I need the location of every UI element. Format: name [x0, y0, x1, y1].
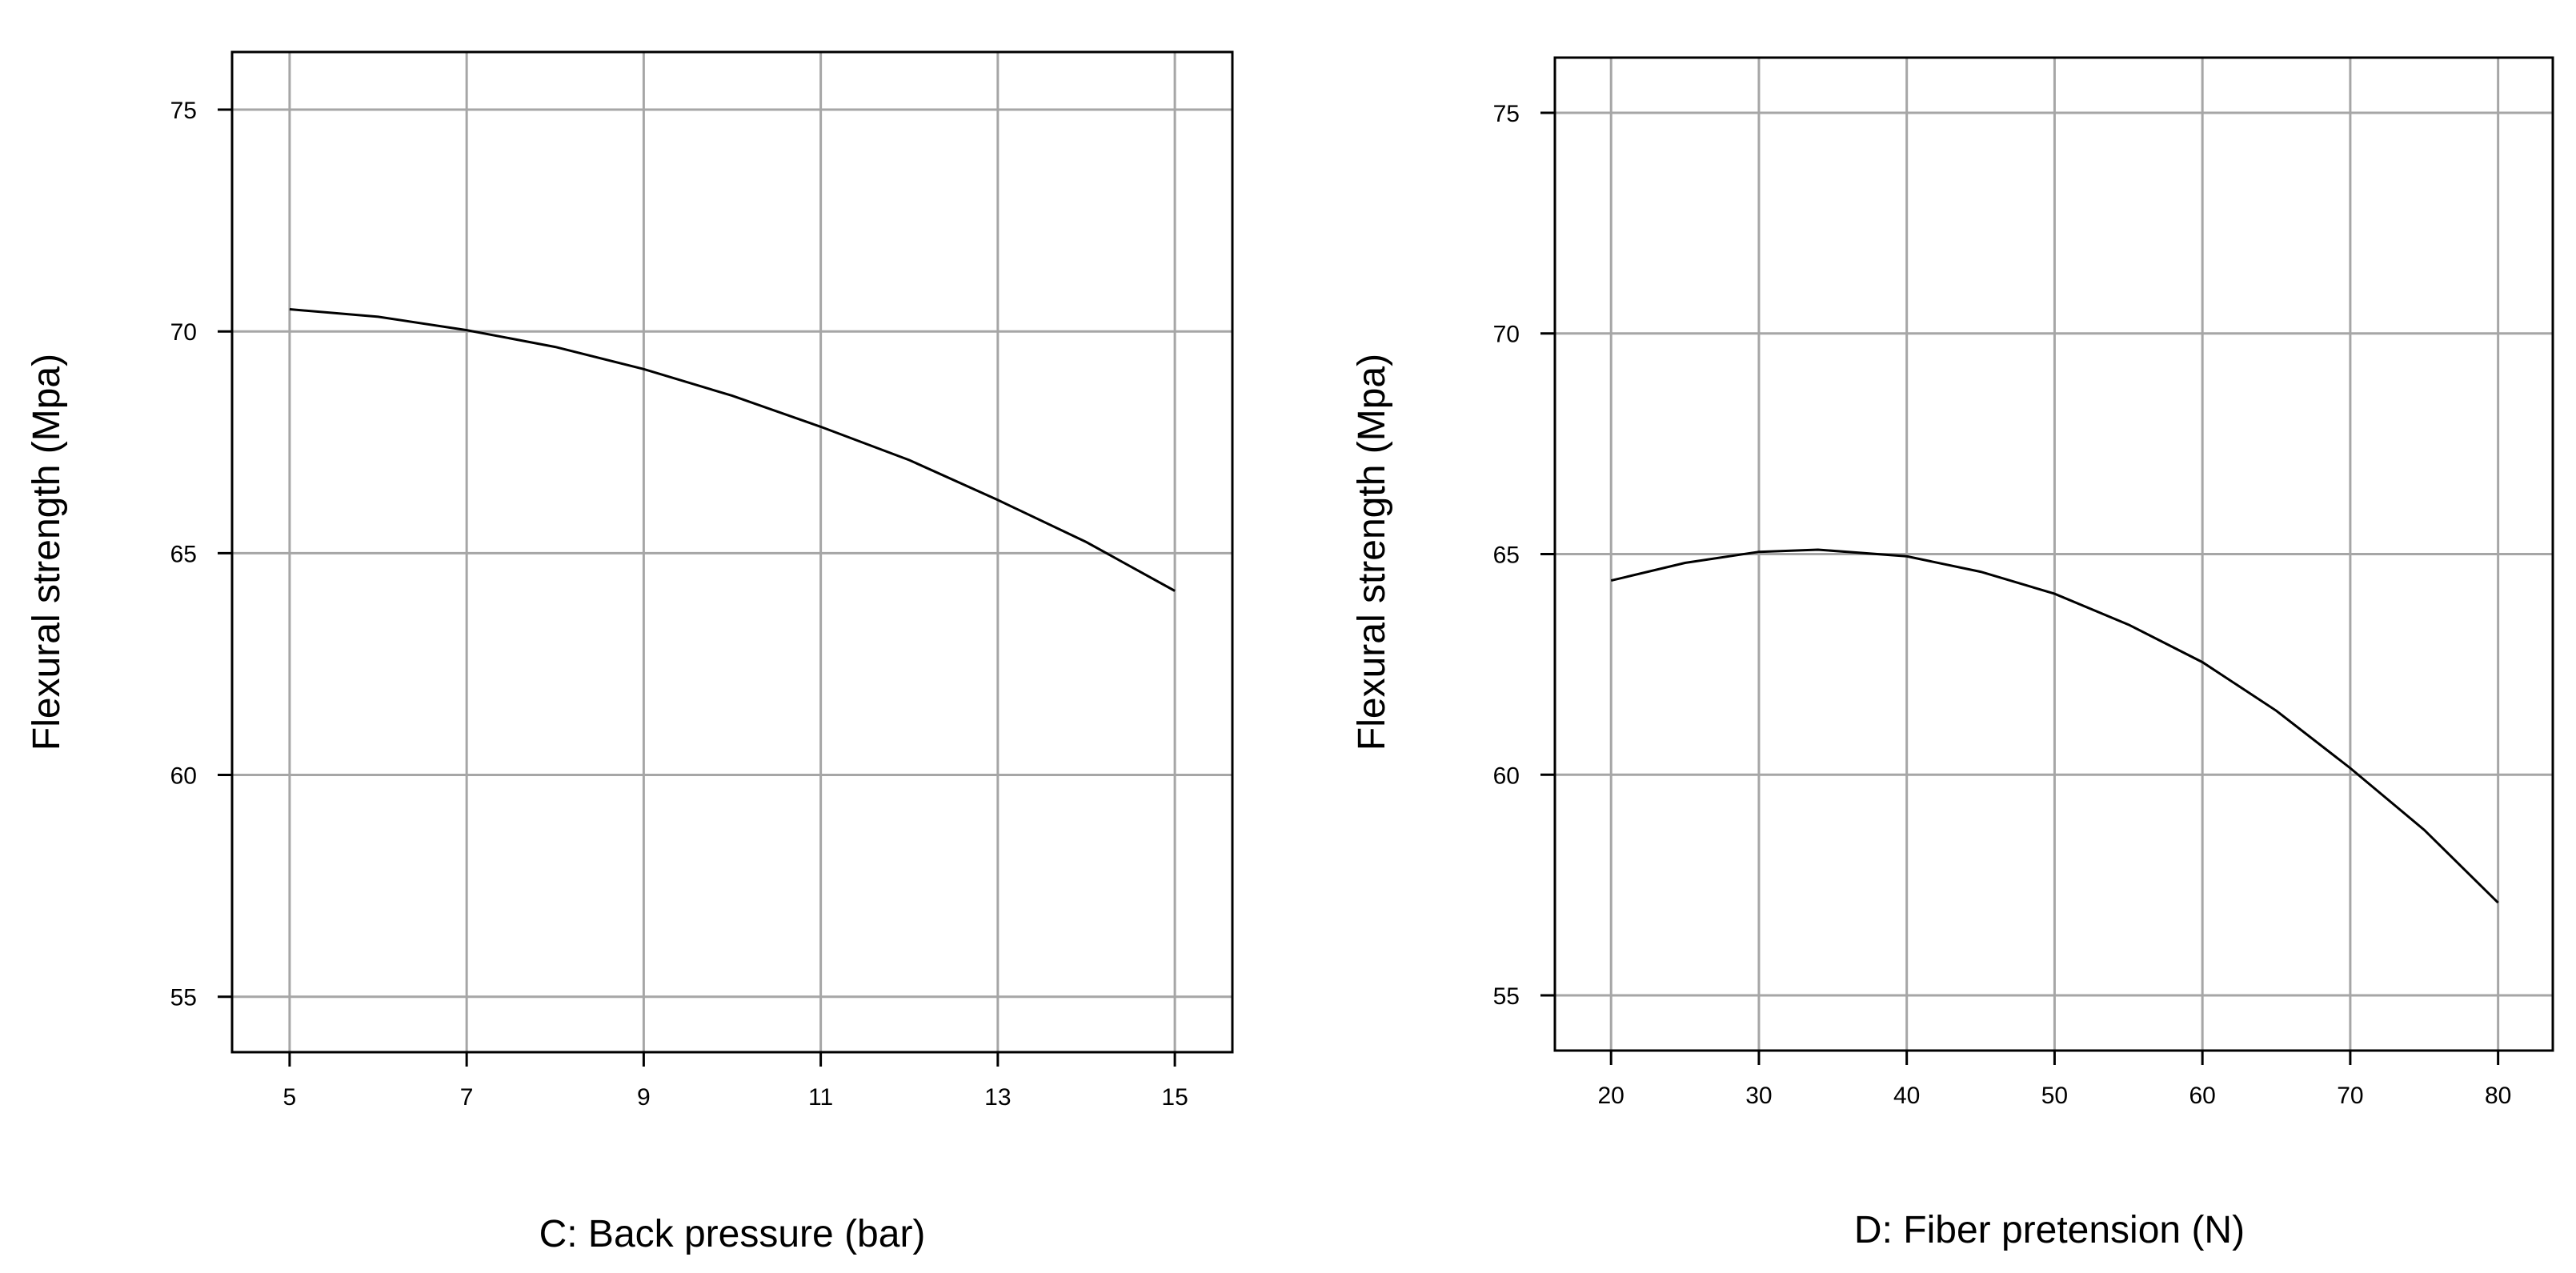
- y-tick-label: 65: [170, 541, 197, 567]
- x-tick-label: 30: [1745, 1083, 1772, 1109]
- y-tick-label: 60: [1493, 763, 1520, 789]
- y-tick-label: 60: [170, 763, 197, 790]
- chart-panel-fiber-pretension: 20 30 40 50 60 70 80 55 60 65 70 75 D: Fiber pretens…: [1351, 56, 2554, 1251]
- x-tick-label: 70: [2337, 1083, 2363, 1109]
- y-tick-label: 75: [1493, 101, 1520, 127]
- x-tick-label: 60: [2189, 1083, 2215, 1109]
- x-tick-label: 20: [1598, 1083, 1625, 1109]
- x-axis-title: C: Back pressure (bar): [539, 1213, 926, 1255]
- x-tick-label: 50: [2041, 1083, 2068, 1109]
- y-tick-label: 70: [170, 319, 197, 346]
- y-tick-label: 75: [170, 98, 197, 124]
- y-tick-label: 55: [170, 985, 197, 1011]
- y-tick-label: 65: [1493, 542, 1520, 569]
- series-line: [289, 308, 1176, 592]
- chart-panel-back-pressure: 5 7 9 11 13 15 55 60 65 70 75 C: Back pressure (bar…: [26, 50, 1234, 1255]
- x-tick-label: 13: [984, 1084, 1011, 1111]
- y-tick-label: 55: [1493, 983, 1520, 1010]
- y-axis-title: Flexural strength (Mpa): [26, 354, 68, 751]
- x-axis-title: D: Fiber pretension (N): [1854, 1209, 2245, 1251]
- x-tick-label: 7: [460, 1084, 474, 1111]
- x-tick-label: 80: [2485, 1083, 2511, 1109]
- y-tick-label: 70: [1493, 322, 1520, 348]
- x-tick-label: 11: [808, 1084, 833, 1111]
- y-axis-title: Flexural strength (Mpa): [1351, 354, 1393, 751]
- x-tick-label: 9: [637, 1084, 651, 1111]
- x-tick-label: 15: [1161, 1084, 1188, 1111]
- x-tick-label: 5: [283, 1084, 297, 1111]
- series-line: [1610, 548, 2499, 904]
- x-tick-label: 40: [1893, 1083, 1920, 1109]
